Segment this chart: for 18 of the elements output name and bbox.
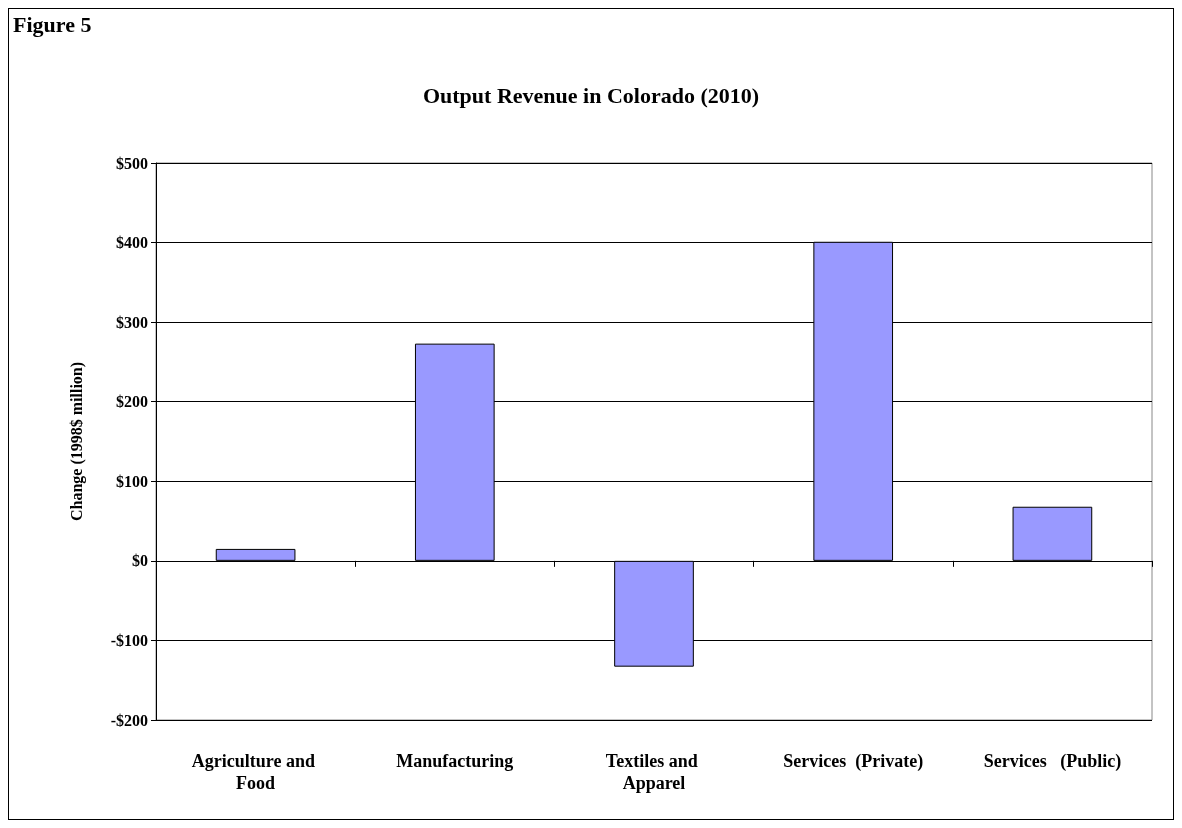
y-axis-title: Change (1998$ million) xyxy=(67,361,86,522)
y-tick-label: $200 xyxy=(116,393,148,411)
y-tick-label: $500 xyxy=(116,154,148,172)
caption: Figure 5 xyxy=(13,11,92,37)
bar xyxy=(1012,506,1093,561)
x-tick-label: Manufacturing xyxy=(396,751,514,771)
chart-title: Output Revenue in Colorado (2010) xyxy=(422,82,760,108)
bar xyxy=(215,548,296,561)
x-tick-label: Services (Private) xyxy=(783,751,924,772)
x-tick-label: Textiles and Apparel xyxy=(605,751,703,793)
y-tick-label: -$200 xyxy=(110,711,148,729)
y-tick-label: $300 xyxy=(116,313,148,331)
y-tick-label: $400 xyxy=(116,234,148,252)
x-tick-label: Agriculture and Food xyxy=(191,751,320,793)
y-tick-label: -$100 xyxy=(110,631,148,649)
x-tick-label: Services (Public) xyxy=(983,751,1122,772)
y-tick-label: $0 xyxy=(132,552,148,570)
y-tick-label: $100 xyxy=(116,472,148,490)
